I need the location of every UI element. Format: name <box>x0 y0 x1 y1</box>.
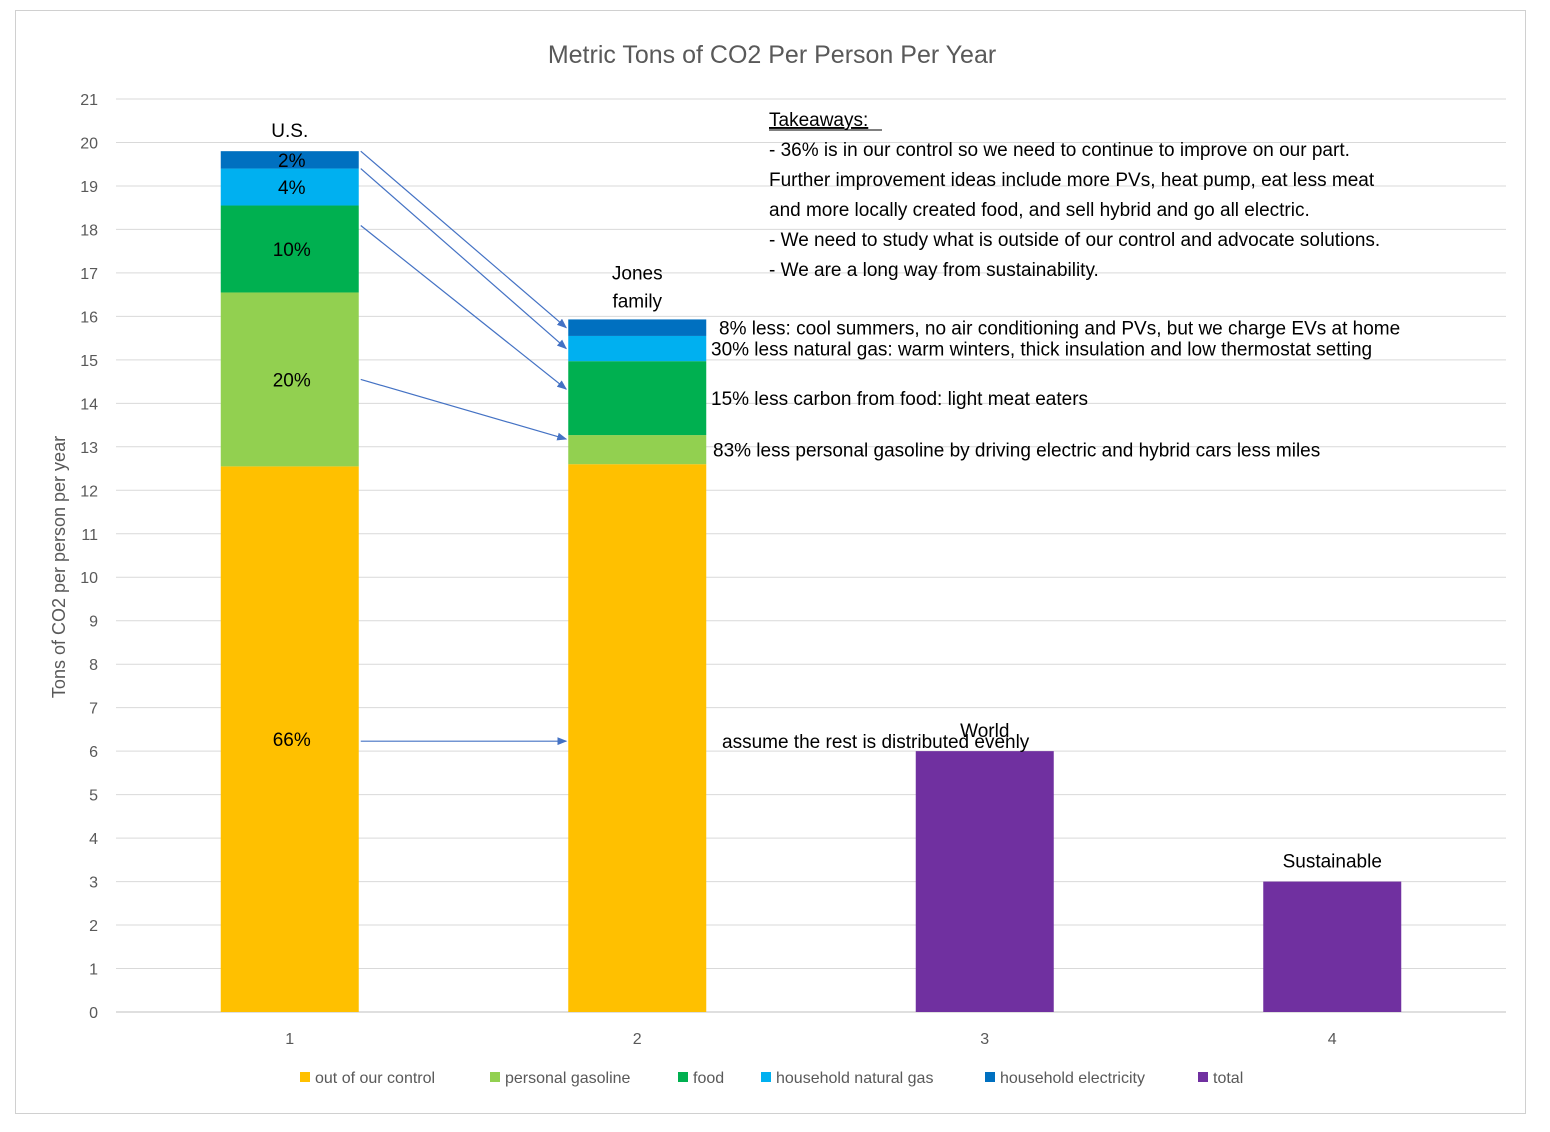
takeaways-line: - 36% is in our control so we need to co… <box>769 140 1350 161</box>
legend-swatch <box>1198 1072 1208 1082</box>
y-tick-label: 11 <box>81 527 98 544</box>
comparison-arrow <box>360 168 568 350</box>
chart-frame: Metric Tons of CO2 Per Person Per Year T… <box>15 10 1526 1114</box>
legend-label: household electricity <box>1000 1070 1145 1087</box>
y-tick-label: 18 <box>80 222 98 239</box>
bars <box>220 151 1402 1013</box>
y-axis-title: Tons of CO2 per person per year <box>49 436 69 698</box>
bar-segment <box>568 319 707 336</box>
comparison-arrow <box>360 150 568 329</box>
legend-label: household natural gas <box>776 1070 933 1087</box>
legend-swatch <box>678 1072 688 1082</box>
y-tick-label: 17 <box>80 266 98 283</box>
bar-segment <box>1263 881 1402 1012</box>
y-tick-label: 3 <box>89 875 98 892</box>
data-label: 4% <box>278 178 306 199</box>
data-label: 66% <box>273 730 311 751</box>
legend-label: personal gasoline <box>505 1070 631 1087</box>
comparison-note: 8% less: cool summers, no air conditioni… <box>719 319 1400 340</box>
bar-segment <box>568 464 707 1012</box>
data-label: 2% <box>278 151 306 172</box>
y-tick-label: 6 <box>89 744 98 761</box>
comparison-note: 15% less carbon from food: light meat ea… <box>711 389 1088 410</box>
y-tick-label: 1 <box>89 962 98 979</box>
takeaways-line: Further improvement ideas include more P… <box>769 170 1375 191</box>
y-tick-label: 9 <box>89 614 98 631</box>
chart-svg: Metric Tons of CO2 Per Person Per Year T… <box>49 41 1506 1087</box>
data-label: 10% <box>273 240 311 261</box>
comparison-arrow <box>360 378 568 441</box>
y-tick-label: 0 <box>89 1005 98 1022</box>
legend-label: out of our control <box>315 1070 435 1087</box>
bar-segment <box>568 435 707 465</box>
labels: 66% 20% 10% 4% 2% U.S. Jones family World Sustain… <box>271 121 1400 872</box>
takeaways-line: - We need to study what is outside of ou… <box>769 230 1380 251</box>
y-tick-label: 10 <box>80 570 98 587</box>
legend-swatch <box>761 1072 771 1082</box>
y-tick-label: 5 <box>89 788 98 805</box>
y-tick-label: 20 <box>80 135 98 152</box>
comparison-arrow <box>360 225 568 390</box>
y-tick-label: 13 <box>80 440 98 457</box>
takeaways-line: - We are a long way from sustainability. <box>769 260 1099 281</box>
x-tick-label: 1 <box>285 1031 294 1048</box>
y-tick-label: 19 <box>80 179 98 196</box>
category-label: U.S. <box>271 121 308 142</box>
y-tick-label: 16 <box>80 309 98 326</box>
bar-segment <box>568 335 707 362</box>
bar-segment <box>220 168 359 206</box>
x-tick-label: 4 <box>1328 1031 1337 1048</box>
y-tick-label: 7 <box>89 701 98 718</box>
legend-swatch <box>985 1072 995 1082</box>
legend-label: food <box>693 1070 724 1087</box>
y-tick-label: 4 <box>89 831 98 848</box>
y-tick-label: 2 <box>89 918 98 935</box>
bar-segment <box>915 751 1054 1012</box>
y-tick-label: 8 <box>89 657 98 674</box>
x-tick-label: 2 <box>633 1031 642 1048</box>
comparison-note: assume the rest is distributed evenly <box>722 732 1030 753</box>
y-tick-label: 15 <box>80 353 98 370</box>
takeaways-line: and more locally created food, and sell … <box>769 200 1310 221</box>
y-tick-label: 12 <box>80 483 98 500</box>
comparison-note: 83% less personal gasoline by driving el… <box>713 441 1320 462</box>
arrows <box>360 150 568 746</box>
data-label: 20% <box>273 370 311 391</box>
chart-title: Metric Tons of CO2 Per Person Per Year <box>548 41 996 69</box>
category-label: Sustainable <box>1283 852 1382 873</box>
legend-swatch <box>300 1072 310 1082</box>
category-label: World <box>960 721 1009 742</box>
bar-segment <box>220 292 359 467</box>
takeaways-annotation: Takeaways: - 36% is in our control so we … <box>769 110 1380 281</box>
legend-label: total <box>1213 1070 1243 1087</box>
bar-segment <box>568 361 707 436</box>
bar-segment <box>220 205 359 293</box>
x-tick-label: 3 <box>980 1031 989 1048</box>
y-tick-label: 21 <box>80 92 98 109</box>
bar-segment <box>220 151 359 169</box>
category-label: family <box>612 291 662 312</box>
legend-swatch <box>490 1072 500 1082</box>
legend: out of our control personal gasoline food h… <box>300 1070 1243 1087</box>
takeaways-heading: Takeaways: <box>769 110 868 131</box>
bar-segment <box>220 466 359 1013</box>
y-tick-label: 14 <box>80 396 98 413</box>
comparison-note: 30% less natural gas: warm winters, thic… <box>711 340 1372 361</box>
category-label: Jones <box>612 263 663 284</box>
